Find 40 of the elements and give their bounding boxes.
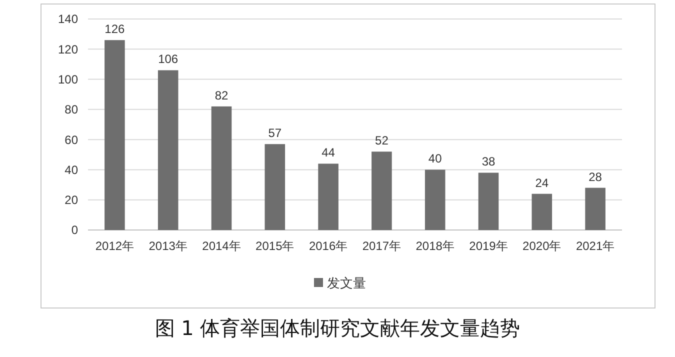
x-tick-label: 2018年 bbox=[416, 239, 454, 253]
y-tick-label: 120 bbox=[58, 42, 78, 56]
x-tick-label: 2017年 bbox=[362, 239, 402, 253]
data-label: 126 bbox=[104, 22, 126, 36]
y-tick-label: 80 bbox=[64, 102, 78, 117]
data-label: 40 bbox=[428, 152, 442, 166]
y-tick-label: 0 bbox=[71, 223, 78, 238]
bar bbox=[211, 106, 232, 230]
bar bbox=[318, 164, 338, 230]
x-tick-label: 2020年 bbox=[522, 239, 562, 253]
x-tick-label: 2016年 bbox=[308, 239, 348, 253]
bar bbox=[104, 40, 125, 230]
bar bbox=[532, 194, 552, 230]
bar bbox=[424, 170, 446, 230]
data-label: 44 bbox=[322, 146, 336, 160]
x-tick-label: 2019年 bbox=[469, 239, 508, 253]
legend-label: 发文量 bbox=[327, 276, 366, 291]
y-tick-label: 60 bbox=[64, 132, 78, 147]
bar bbox=[585, 188, 606, 230]
bar bbox=[264, 144, 286, 230]
data-label: 57 bbox=[268, 126, 282, 140]
data-label: 28 bbox=[588, 170, 602, 184]
bar bbox=[158, 70, 178, 230]
x-tick-label: 2013年 bbox=[148, 239, 188, 253]
x-tick-label: 2015年 bbox=[256, 239, 294, 253]
y-tick-label: 140 bbox=[58, 12, 78, 26]
x-tick-label: 2012年 bbox=[95, 239, 134, 253]
data-label: 24 bbox=[535, 176, 549, 190]
data-label: 52 bbox=[375, 134, 389, 148]
data-label: 38 bbox=[482, 154, 496, 169]
text: 图 1 体育举国体制研究文献年发文量趋势 bbox=[154, 316, 520, 340]
x-tick-label: 2014年 bbox=[202, 239, 241, 253]
bar bbox=[478, 172, 499, 230]
bar bbox=[372, 152, 392, 230]
x-tick-label: 2021年 bbox=[576, 239, 615, 253]
y-tick-label: 100 bbox=[58, 72, 78, 86]
data-label: 106 bbox=[158, 52, 178, 66]
data-label: 82 bbox=[214, 88, 228, 102]
y-tick-label: 40 bbox=[64, 162, 78, 177]
y-tick-label: 20 bbox=[64, 193, 78, 208]
